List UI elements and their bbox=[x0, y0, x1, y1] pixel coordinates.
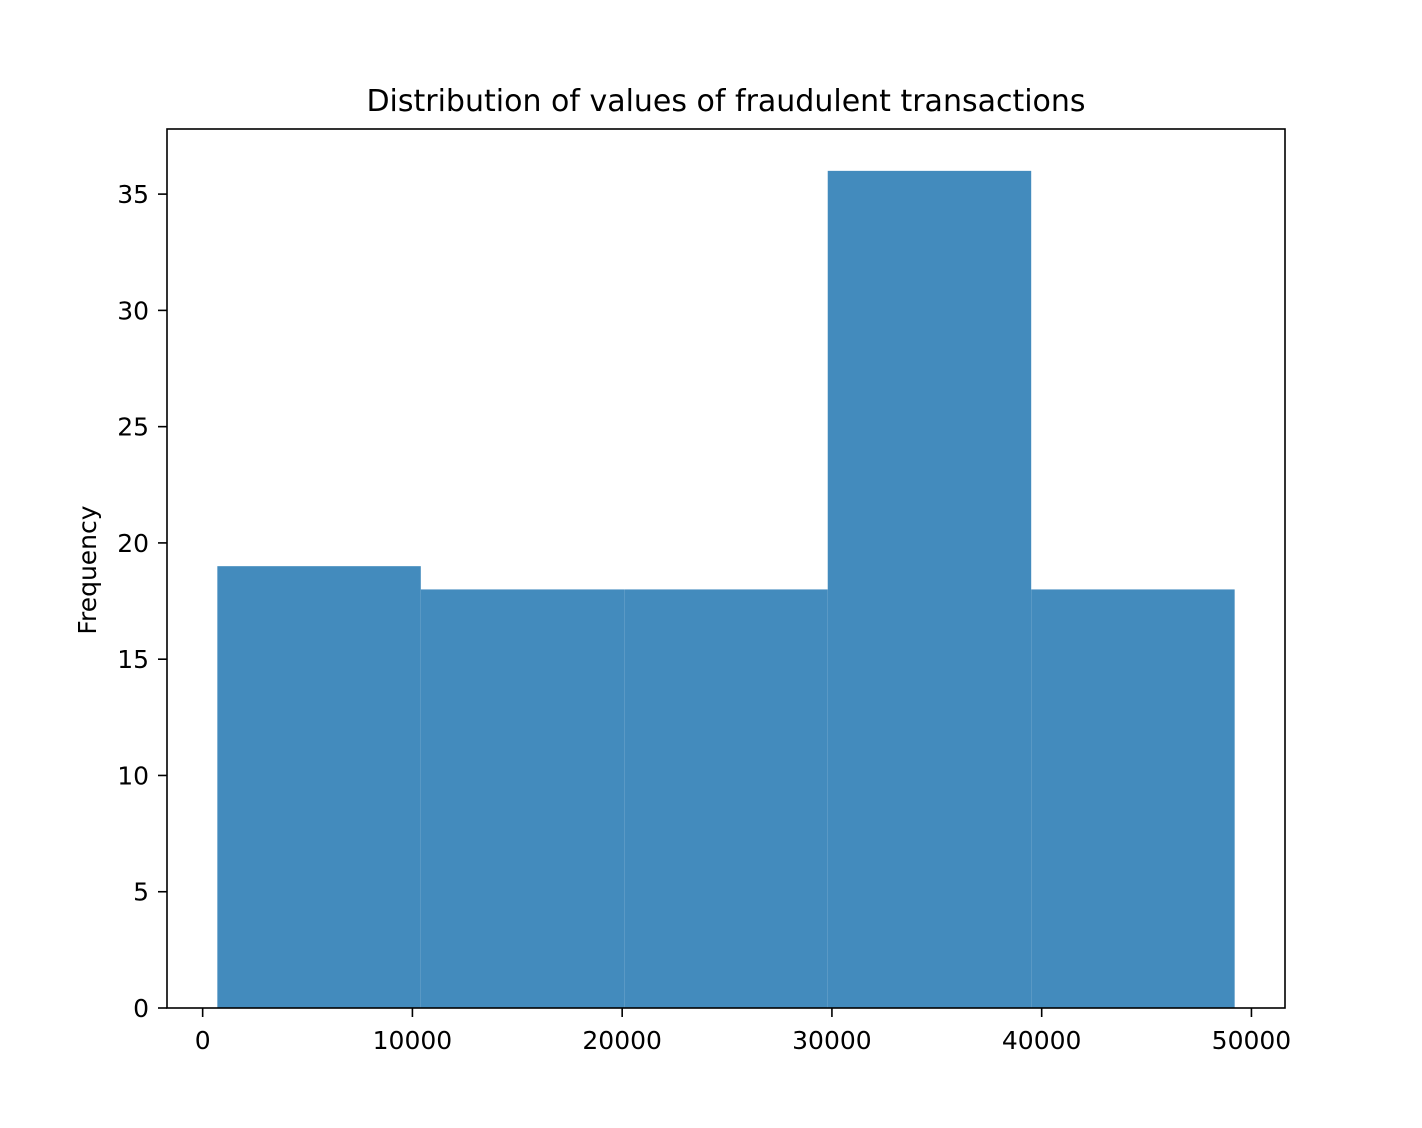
histogram-bar-4 bbox=[827, 170, 1032, 1008]
y-tick-label: 25 bbox=[117, 413, 149, 442]
y-tick-label: 20 bbox=[117, 529, 149, 558]
histogram-bar-2 bbox=[420, 589, 625, 1008]
x-tick-label: 0 bbox=[195, 1026, 211, 1055]
histogram-bar-5 bbox=[1031, 589, 1235, 1008]
y-tick-label: 15 bbox=[117, 645, 149, 674]
x-tick-label: 40000 bbox=[1002, 1026, 1082, 1055]
histogram-bar-1 bbox=[217, 566, 421, 1008]
y-tick-label: 0 bbox=[133, 994, 149, 1023]
y-tick-label: 5 bbox=[133, 878, 149, 907]
x-tick-label: 50000 bbox=[1212, 1026, 1292, 1055]
chart-title: Distribution of values of fraudulent tra… bbox=[366, 84, 1085, 119]
histogram-bar-3 bbox=[624, 589, 828, 1008]
y-axis-label: Frequency bbox=[73, 505, 102, 634]
x-tick-label: 20000 bbox=[582, 1026, 662, 1055]
x-tick-label: 10000 bbox=[373, 1026, 453, 1055]
y-tick-label: 10 bbox=[117, 761, 149, 790]
x-tick-label: 30000 bbox=[792, 1026, 872, 1055]
y-tick-label: 30 bbox=[117, 296, 149, 325]
y-tick-label: 35 bbox=[117, 180, 149, 209]
plot-frame bbox=[166, 128, 1286, 1009]
